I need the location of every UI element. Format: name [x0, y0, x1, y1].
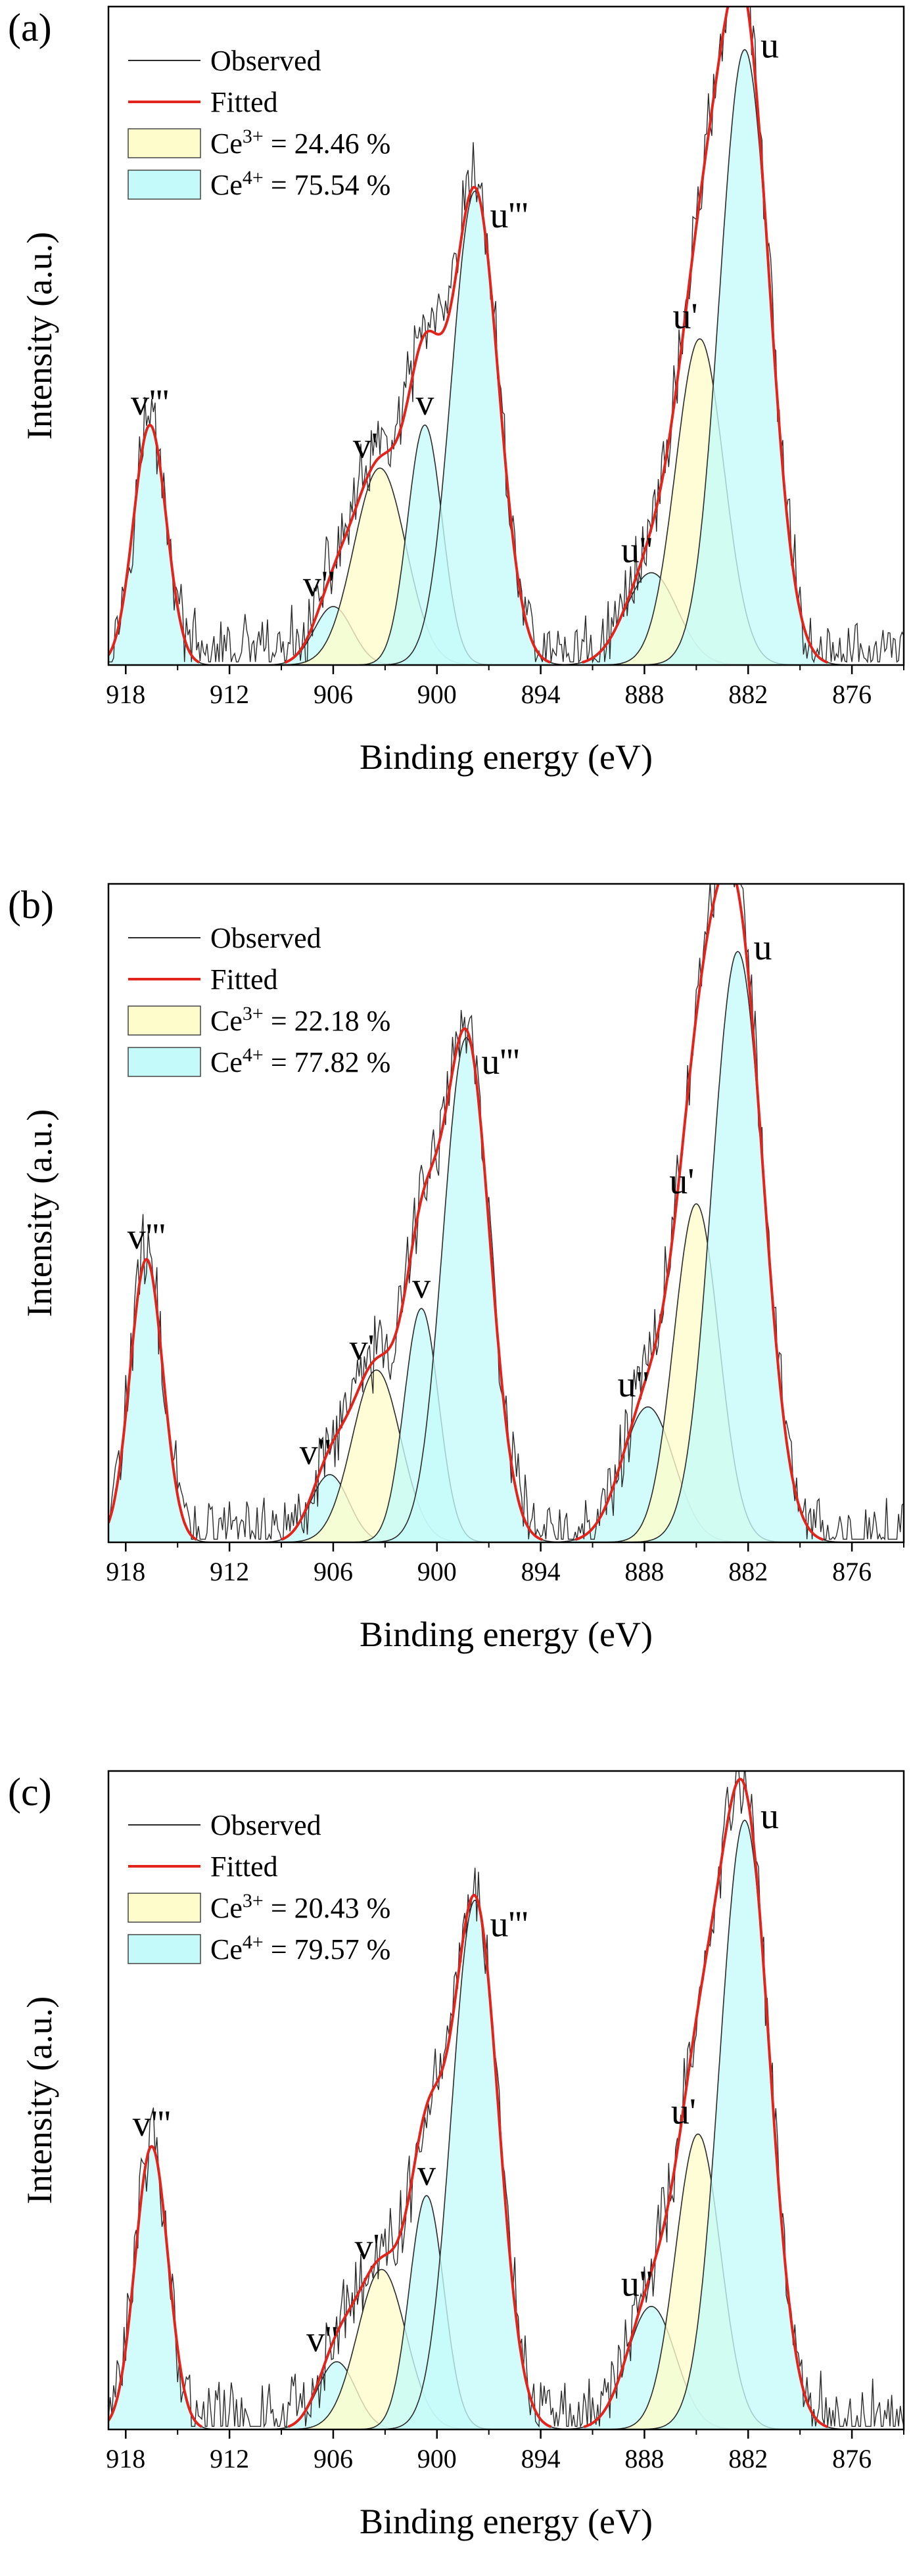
peak-label: u''': [490, 195, 528, 236]
x-tick-label: 876: [832, 2444, 872, 2473]
x-tick-label: 918: [106, 2444, 145, 2473]
x-axis-label: Binding energy (eV): [360, 737, 653, 777]
x-tick-label: 906: [314, 1557, 353, 1586]
legend-fitted-label: Fitted: [210, 86, 278, 118]
peak-label: u'': [621, 2264, 653, 2305]
peak-label: v'': [303, 564, 335, 605]
fitted-line: [108, 1778, 828, 2429]
legend: Observed Fitted Ce3+ = 22.18 % Ce4+ = 77.82…: [128, 922, 390, 1078]
peak-label: u: [760, 26, 779, 66]
x-tick-label: 900: [417, 679, 457, 709]
peak-label: v: [417, 2153, 436, 2194]
legend-ce3-label: Ce3+ = 24.46 %: [210, 126, 390, 160]
legend-observed-label: Observed: [210, 45, 321, 77]
peak-vppp: [108, 1258, 213, 1542]
legend-ce4-swatch: [128, 1047, 201, 1077]
x-tick-label: 876: [832, 679, 872, 709]
x-tick-label: 918: [106, 1557, 145, 1586]
peak-label: v: [415, 382, 434, 423]
peak-label: v': [353, 425, 378, 466]
x-tick-label: 900: [417, 2444, 457, 2473]
plot-area: [108, 884, 904, 1542]
legend-ce4-swatch: [128, 1934, 201, 1964]
x-tick-label: 918: [106, 679, 145, 709]
peak-label: v'': [300, 1432, 331, 1473]
peak-label: u''': [481, 1042, 519, 1082]
peak-label: u'': [621, 530, 653, 571]
x-tick-label: 912: [210, 2444, 249, 2473]
peak-label: v'': [306, 2319, 338, 2360]
legend: Observed Fitted Ce3+ = 24.46 % Ce4+ = 75.54…: [128, 45, 390, 201]
peak-label: v''': [133, 2104, 171, 2144]
panel-label: (b): [8, 883, 54, 927]
peak-label: u'': [618, 1364, 649, 1405]
peak-label: v''': [128, 1216, 166, 1257]
x-tick-label: 894: [521, 2444, 561, 2473]
x-tick-label: 888: [624, 1557, 664, 1586]
legend-ce4-label: Ce4+ = 77.82 %: [210, 1044, 390, 1078]
x-tick-label: 900: [417, 1557, 457, 1586]
y-axis-label: Intensity (a.u.): [20, 232, 59, 440]
plot-frame: [107, 1770, 905, 2431]
peak-label: u': [671, 2092, 696, 2132]
x-tick-label: 876: [832, 1557, 872, 1586]
x-tick-label: 888: [624, 2444, 664, 2473]
peak-label: u': [669, 1161, 694, 1202]
legend-ce4-label: Ce4+ = 75.54 %: [210, 167, 390, 201]
x-tick-label: 906: [314, 2444, 353, 2473]
peak-label: v': [355, 2227, 380, 2268]
x-tick-label: 912: [210, 679, 249, 709]
legend-ce3-swatch: [128, 128, 201, 158]
observed-line: [108, 7, 904, 664]
panel-label: (c): [8, 1770, 52, 1814]
legend-fitted-label: Fitted: [210, 1851, 278, 1883]
peak-label: v''': [131, 382, 169, 423]
peak-label: u: [760, 1796, 779, 1837]
legend-ce4-label: Ce4+ = 79.57 %: [210, 1931, 390, 1966]
plot-area: [108, 7, 904, 665]
legend-ce3-label: Ce3+ = 22.18 %: [210, 1003, 390, 1037]
peak-label: u': [673, 296, 698, 337]
legend: Observed Fitted Ce3+ = 20.43 % Ce4+ = 79.57…: [128, 1809, 390, 1966]
x-tick-label: 882: [728, 679, 768, 709]
legend-ce3-swatch: [128, 1005, 201, 1036]
legend-ce3-label: Ce3+ = 20.43 %: [210, 1890, 390, 1924]
plot-frame: [107, 5, 905, 666]
panel-label: (a): [8, 6, 52, 49]
peak-label: v': [350, 1327, 375, 1368]
x-tick-label: 894: [521, 1557, 561, 1586]
peak-label: u''': [490, 1904, 528, 1945]
y-axis-label: Intensity (a.u.): [20, 1996, 59, 2204]
x-tick-label: 894: [521, 679, 561, 709]
xps-panel-3: 918 912 906 900 894 888 882 876 Binding energy (…: [8, 1770, 905, 2541]
x-axis-label: Binding energy (eV): [360, 2502, 653, 2541]
legend-ce3-swatch: [128, 1893, 201, 1923]
x-tick-label: 888: [624, 679, 664, 709]
y-axis-label: Intensity (a.u.): [20, 1109, 59, 1317]
fitted-line: [108, 7, 828, 664]
x-axis-label: Binding energy (eV): [360, 1615, 653, 1654]
x-tick-label: 882: [728, 2444, 768, 2473]
x-tick-label: 882: [728, 1557, 768, 1586]
peak-label: u: [753, 927, 772, 968]
x-tick-label: 906: [314, 679, 353, 709]
legend-ce4-swatch: [128, 170, 201, 200]
fitted-line: [108, 884, 824, 1542]
xps-panel-1: 918 912 906 900 894 888 882 876 Binding energy (…: [8, 5, 905, 777]
legend-fitted-label: Fitted: [210, 963, 278, 996]
plot-frame: [107, 883, 905, 1544]
legend-observed-label: Observed: [210, 1809, 321, 1841]
x-tick-label: 912: [210, 1557, 249, 1586]
peak-vppp: [108, 2146, 218, 2429]
legend-observed-label: Observed: [210, 922, 321, 954]
xps-panel-2: 918 912 906 900 894 888 882 876 Binding energy (…: [8, 883, 905, 1654]
plot-area: [108, 1771, 904, 2429]
peak-label: v: [412, 1266, 431, 1306]
